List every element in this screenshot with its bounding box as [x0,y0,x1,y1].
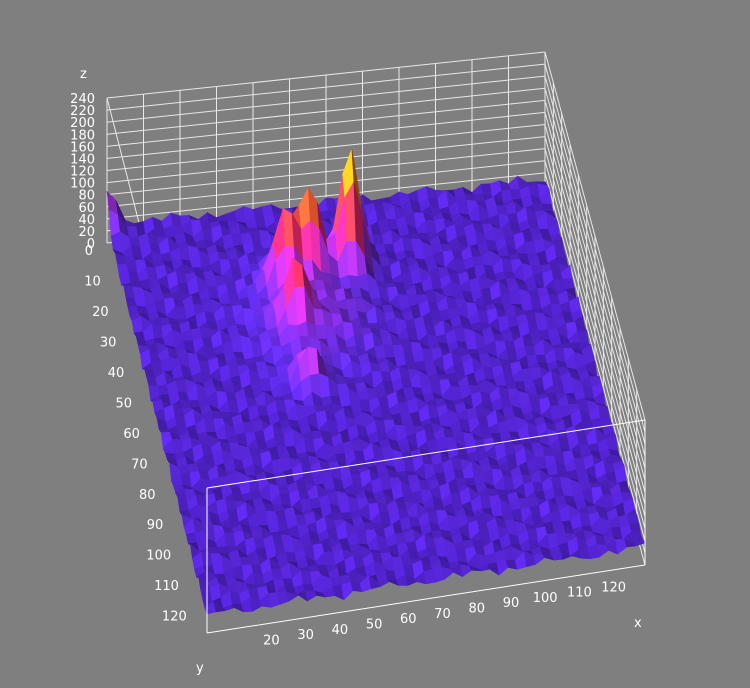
x-tick-label: 20 [263,633,280,648]
frame-edge [206,419,646,489]
y-tick-label: 0 [85,244,93,259]
x-axis-ticks: 20 30 40 50 60 70 80 90 100 110 120 [263,580,626,648]
y-tick-label: 90 [147,518,164,533]
surface-patch [541,203,554,213]
y-tick-label: 40 [108,366,125,381]
x-tick-label: 100 [533,591,558,606]
back-grid [106,51,646,566]
z-axis-label: z [80,67,87,82]
x-tick-label: 50 [366,617,383,632]
surface-patch [598,404,610,419]
x-tick-label: 40 [332,623,349,638]
y-axis-ticks: 0 10 20 30 40 50 60 70 80 90 100 110 120 [84,244,186,625]
y-tick-label: 100 [146,549,171,564]
y-axis-label: y [196,661,204,676]
surface-patch [606,435,619,452]
x-tick-label: 90 [503,596,520,611]
frame-edge [206,564,646,634]
z-tick-label: 100 [70,177,95,192]
surface-patch [627,514,640,525]
y-tick-label: 120 [162,610,187,625]
surface-mesh [106,148,646,615]
z-tick-label: 160 [70,140,95,155]
x-tick-label: 110 [567,586,592,601]
z-tick-label: 40 [78,213,95,228]
z-tick-label: 120 [70,165,95,180]
z-tick-label: 60 [78,201,95,216]
x-tick-label: 60 [400,612,417,627]
x-tick-label: 120 [601,580,626,595]
z-tick-label: 220 [70,104,95,119]
y-tick-label: 110 [154,579,179,594]
z-tick-label: 180 [70,128,95,143]
z-tick-label: 80 [78,189,95,204]
front-bounding-box [206,419,646,634]
y-tick-label: 70 [131,457,148,472]
y-tick-label: 30 [100,335,117,350]
surface-patch [533,553,545,565]
z-tick-label: 140 [70,152,95,167]
z-tick-label: 240 [70,92,95,107]
y-tick-label: 20 [92,305,109,320]
x-tick-label: 70 [434,607,451,622]
y-tick-label: 60 [123,427,140,442]
surface-patch [577,329,590,345]
x-axis-label: x [634,616,642,631]
z-tick-label: 0 [87,237,95,252]
z-tick-label: 200 [70,116,95,131]
y-tick-label: 10 [84,274,101,289]
x-tick-label: 30 [297,628,314,643]
z-tick-label: 20 [78,225,95,240]
x-tick-label: 80 [468,602,485,617]
y-tick-label: 80 [139,488,156,503]
y-tick-label: 50 [116,396,133,411]
